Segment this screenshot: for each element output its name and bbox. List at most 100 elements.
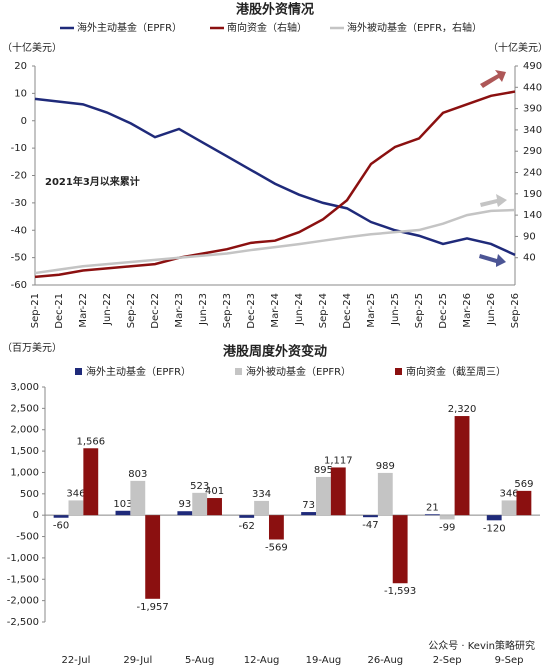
bar bbox=[83, 448, 99, 516]
x-tick-label: Jun-23 bbox=[198, 293, 209, 326]
y2-tick-label: 340 bbox=[523, 125, 542, 136]
value-label: 73 bbox=[302, 500, 315, 511]
bar bbox=[145, 515, 161, 599]
x-tick-label: Mar-23 bbox=[174, 293, 185, 328]
value-label: 401 bbox=[205, 486, 224, 497]
x-tick-label: Sep-21 bbox=[30, 293, 41, 328]
arrow bbox=[480, 194, 507, 207]
x-tick-label: 9-Sep bbox=[495, 655, 524, 666]
legend-label: 海外被动基金（EPFR） bbox=[246, 365, 351, 378]
y2-tick-label: 390 bbox=[523, 104, 542, 115]
legend-label: 海外被动基金（EPFR，右轴） bbox=[347, 21, 482, 34]
x-tick-label: Dec-21 bbox=[54, 293, 65, 329]
y-tick-label: -60 bbox=[11, 280, 27, 291]
x-tick-label: Sep-25 bbox=[414, 293, 425, 328]
x-tick-label: Jun-26 bbox=[486, 293, 497, 326]
y2-axis-label: （十亿美元） bbox=[488, 41, 548, 54]
y2-tick-label: 290 bbox=[523, 146, 542, 157]
y-tick-label: 500 bbox=[20, 489, 39, 500]
x-tick-label: Jun-22 bbox=[102, 293, 113, 326]
x-tick-label: Sep-22 bbox=[126, 293, 137, 328]
value-label: 1,566 bbox=[76, 436, 105, 447]
y-tick-label: -500 bbox=[16, 532, 39, 543]
bar bbox=[424, 514, 440, 516]
bar bbox=[177, 511, 193, 516]
bar bbox=[363, 515, 378, 518]
value-label: 346 bbox=[66, 488, 85, 499]
y2-tick-label: 240 bbox=[523, 168, 542, 179]
bar bbox=[516, 490, 532, 516]
chart-title: 港股外资情况 bbox=[236, 2, 314, 18]
y-tick-label: 20 bbox=[14, 61, 27, 72]
value-label: 803 bbox=[128, 469, 147, 480]
y-tick-label: -20 bbox=[11, 171, 27, 182]
x-tick-label: 29-Jul bbox=[123, 655, 152, 666]
arrow bbox=[480, 70, 506, 88]
watermark: 公众号 · Kevin策略研究 bbox=[428, 639, 535, 652]
y-tick-label: 10 bbox=[14, 88, 27, 99]
value-label: 523 bbox=[190, 481, 209, 492]
x-tick-label: Sep-24 bbox=[318, 293, 329, 328]
value-label: 1,117 bbox=[324, 455, 353, 466]
value-label: -62 bbox=[239, 521, 255, 532]
x-tick-label: 22-Jul bbox=[61, 655, 90, 666]
bar bbox=[115, 510, 131, 516]
y-tick-label: 1,500 bbox=[10, 446, 39, 457]
x-tick-label: Dec-24 bbox=[342, 293, 353, 329]
value-label: 21 bbox=[426, 502, 439, 513]
x-tick-label: Dec-22 bbox=[150, 293, 161, 329]
y2-tick-label: 190 bbox=[523, 189, 542, 200]
bar bbox=[239, 515, 255, 518]
value-label: 334 bbox=[252, 489, 271, 500]
y-tick-label: 0 bbox=[33, 510, 39, 521]
x-tick-label: Mar-24 bbox=[270, 293, 281, 328]
legend-label: 海外主动基金（EPFR） bbox=[77, 21, 182, 34]
x-tick-label: Jun-25 bbox=[390, 293, 401, 326]
arrow bbox=[479, 254, 506, 267]
legend-label: 南向资金（右轴） bbox=[227, 21, 307, 34]
y-tick-label: 1,000 bbox=[10, 467, 39, 478]
x-tick-label: Mar-25 bbox=[366, 293, 377, 328]
value-label: 346 bbox=[500, 488, 519, 499]
line bbox=[34, 90, 516, 279]
y-tick-label: 0 bbox=[21, 116, 27, 127]
value-label: 2,320 bbox=[448, 404, 477, 415]
bar bbox=[439, 515, 455, 520]
bar bbox=[501, 500, 517, 516]
bar bbox=[316, 476, 331, 516]
y-tick-label: -30 bbox=[11, 198, 27, 209]
value-label: 93 bbox=[178, 499, 191, 510]
bar bbox=[301, 512, 317, 516]
value-label: 569 bbox=[514, 479, 533, 490]
value-label: 895 bbox=[314, 465, 333, 476]
value-label: -99 bbox=[439, 522, 455, 533]
y-tick-label: -1,000 bbox=[7, 553, 39, 564]
x-tick-label: Jun-24 bbox=[294, 293, 305, 326]
y2-tick-label: 140 bbox=[523, 210, 542, 221]
x-tick-label: 12-Aug bbox=[244, 655, 280, 666]
bar bbox=[486, 515, 502, 521]
bar bbox=[68, 500, 84, 516]
bar bbox=[392, 515, 408, 584]
x-tick-label: Mar-22 bbox=[78, 293, 89, 328]
bar bbox=[207, 498, 222, 516]
line bbox=[34, 97, 516, 257]
y-axis-label: （百万美元） bbox=[2, 341, 62, 354]
y-tick-label: 3,000 bbox=[10, 382, 39, 393]
bar bbox=[268, 515, 284, 540]
value-label: -120 bbox=[483, 523, 506, 534]
y2-tick-label: 90 bbox=[523, 231, 536, 242]
chart-title: 港股周度外资变动 bbox=[223, 344, 327, 360]
value-label: -569 bbox=[265, 542, 288, 553]
bar bbox=[377, 472, 393, 516]
bar bbox=[53, 515, 69, 518]
bar bbox=[130, 480, 146, 516]
y-tick-label: 2,500 bbox=[10, 403, 39, 414]
legend-swatch bbox=[395, 368, 402, 375]
bar bbox=[254, 500, 269, 516]
value-label: 989 bbox=[376, 461, 395, 472]
x-tick-label: Mar-26 bbox=[462, 293, 473, 328]
y2-tick-label: 40 bbox=[523, 253, 536, 264]
bar bbox=[454, 416, 470, 516]
